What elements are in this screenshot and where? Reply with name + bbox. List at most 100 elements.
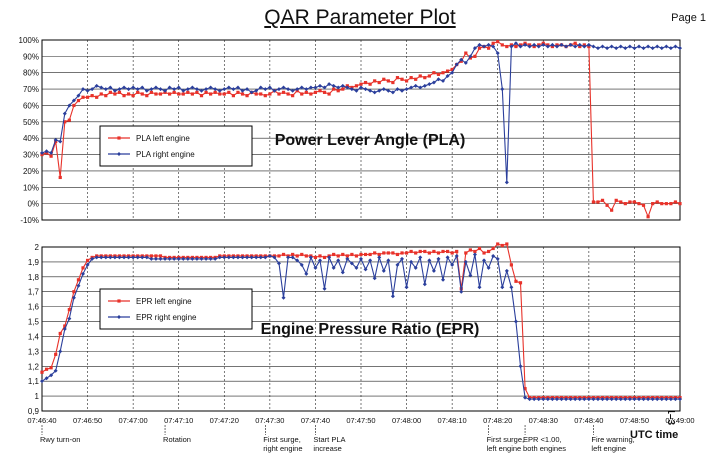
data-point [441,78,446,83]
x-tick-label: 07:46:40 [27,416,56,425]
data-point [423,76,427,80]
data-point [313,90,318,94]
data-point [331,265,336,270]
data-point [509,285,514,290]
data-point [390,90,395,95]
legend-box [99,288,253,330]
data-point [619,200,623,204]
data-point [527,44,532,49]
x-tick-label: 07:48:00 [392,416,421,425]
data-point [577,42,582,47]
data-point [204,87,209,92]
data-point [450,262,455,267]
data-point [468,273,473,278]
y-tick-label: 1,8 [28,273,40,282]
data-point [313,85,318,90]
data-point [632,397,637,402]
data-point [71,295,76,300]
data-point [472,46,477,51]
data-point [177,92,181,96]
data-point [67,308,71,312]
data-point [591,397,596,402]
data-point [500,285,505,290]
data-point [154,254,158,258]
chart-panel-0: 100% 90% 80% 70% 60% 50% 40% 30% 20% 10% 0% -10% PLA… [19,36,682,225]
data-point [664,44,669,49]
data-point [600,44,605,49]
data-point [514,279,518,283]
data-point [213,90,217,94]
data-point [44,376,49,381]
data-point [62,111,67,116]
data-point [573,397,578,402]
data-point [414,251,418,255]
data-point [286,92,290,96]
data-point [76,98,81,103]
data-point [377,255,382,260]
y-tick-label: 30% [23,151,39,160]
data-point [586,397,591,402]
x-tick-label: 07:48:10 [438,416,467,425]
data-point [222,87,227,92]
data-point [354,84,359,88]
data-point [363,252,368,257]
data-point [500,87,505,92]
data-point [144,255,149,260]
data-point [336,258,341,263]
data-point [185,256,190,261]
data-point [267,253,272,258]
data-point [258,85,263,90]
data-point [509,44,514,49]
data-point [108,255,113,260]
data-point [181,88,186,93]
data-point [628,200,632,204]
y-tick-label: 1,9 [28,258,40,267]
data-point [554,44,559,49]
data-point [404,251,409,255]
data-point [363,267,368,272]
data-point [436,77,441,82]
data-point [72,103,76,108]
event-label: First surge, [487,435,525,444]
data-point [368,82,372,86]
data-point [117,90,122,94]
data-point [295,258,300,263]
x-tick-label: 07:48:50 [620,416,649,425]
data-point [441,71,445,75]
data-point [291,252,295,257]
data-point [390,294,395,299]
data-point [632,200,637,204]
data-point [509,263,513,267]
data-point [254,88,259,93]
x-tick-label: 07:47:40 [301,416,330,425]
data-point [482,44,487,49]
data-point [199,94,204,98]
data-point [158,92,163,96]
data-point [623,202,627,206]
data-point [44,149,49,154]
data-point [140,85,145,90]
data-point [359,252,363,257]
event-label: both engines [523,444,566,453]
data-point [245,94,249,98]
data-point [300,252,304,257]
data-point [317,83,322,88]
data-point [245,255,250,260]
data-point [85,88,90,93]
data-point [463,60,468,65]
data-point [500,243,504,248]
data-point [668,46,673,51]
chart-title: Engine Pressure Ratio (EPR) [261,321,480,338]
data-point [381,268,386,273]
data-point [300,92,304,96]
data-point [63,120,67,124]
data-point [304,90,308,94]
data-point [404,87,409,92]
data-point [341,252,345,257]
data-point [564,397,569,402]
data-point [386,258,391,263]
data-point [336,254,340,258]
data-point [372,276,377,281]
data-point [363,80,368,85]
